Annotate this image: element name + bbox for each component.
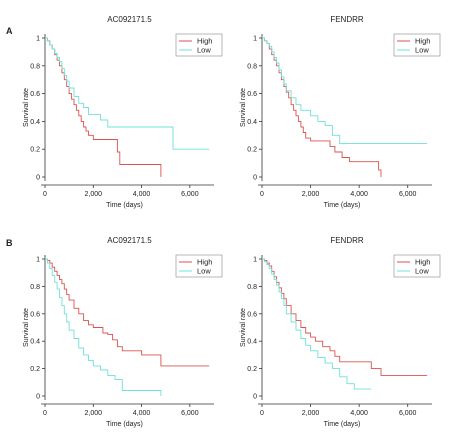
x-tick-label: 0 [43, 191, 47, 198]
y-tick-label: 0.8 [30, 284, 40, 291]
y-tick-label: 0.6 [247, 91, 257, 98]
x-tick-label: 4,000 [133, 410, 151, 417]
series-low-curve [45, 37, 210, 150]
y-axis-label: Survival rate [240, 308, 247, 347]
x-tick-label: 2,000 [85, 191, 103, 198]
x-tick-label: 6,000 [399, 410, 417, 417]
chart-title: FENDRR [330, 236, 364, 245]
x-axis-label: Time (days) [324, 421, 361, 428]
legend-label-high: High [197, 37, 212, 46]
y-tick-label: 0.2 [30, 147, 40, 154]
y-tick-label: 0.4 [247, 119, 257, 126]
y-tick-label: 1 [36, 257, 40, 264]
y-tick-label: 0.6 [30, 311, 40, 318]
y-axis-label: Survival rate [23, 88, 30, 127]
chart-2: FENDRR 0 0.2 0.4 0.6 0.8 1 0 2,000 4,000 6,000 Time… [240, 15, 441, 209]
series-high-curve [45, 37, 162, 177]
y-tick-label: 0.8 [30, 63, 40, 70]
x-tick-label: 4,000 [133, 191, 151, 198]
series-high-curve [45, 258, 210, 367]
y-tick-label: 0 [253, 394, 257, 401]
chart-1: AC092171.5 0 0.2 0.4 0.6 0.8 1 0 2,000 4,000 6,000… [23, 15, 223, 209]
y-tick-label: 0.2 [30, 366, 40, 373]
x-tick-label: 2,000 [302, 410, 320, 417]
legend-label-high: High [415, 258, 430, 267]
legend-label-low: Low [197, 46, 211, 55]
x-axis-label: Time (days) [324, 202, 361, 209]
panel-letter-B: B [6, 238, 13, 248]
legend-label-high: High [415, 37, 430, 46]
x-tick-label: 6,000 [181, 191, 199, 198]
legend-label-low: Low [415, 267, 429, 276]
x-tick-label: 2,000 [85, 410, 103, 417]
y-tick-label: 0.8 [247, 63, 257, 70]
legend-label-high: High [197, 258, 212, 267]
y-axis-label: Survival rate [23, 308, 30, 347]
series-high-curve [262, 37, 382, 177]
chart-title: FENDRR [330, 15, 364, 24]
y-tick-label: 0.6 [30, 91, 40, 98]
x-axis-label: Time (days) [106, 202, 143, 209]
x-tick-label: 0 [260, 191, 264, 198]
y-axis-label: Survival rate [240, 88, 247, 127]
y-tick-label: 0.4 [30, 119, 40, 126]
series-low-curve [45, 258, 162, 396]
y-tick-label: 0.4 [30, 339, 40, 346]
series-high-curve [262, 258, 428, 376]
y-tick-label: 0 [36, 394, 40, 401]
legend-label-low: Low [415, 46, 429, 55]
x-axis-label: Time (days) [106, 421, 143, 428]
y-tick-label: 1 [253, 257, 257, 264]
x-tick-label: 0 [260, 410, 264, 417]
y-tick-label: 0.2 [247, 147, 257, 154]
chart-title: AC092171.5 [107, 15, 152, 24]
y-tick-label: 0 [36, 175, 40, 182]
x-tick-label: 6,000 [399, 191, 417, 198]
y-tick-label: 0 [253, 175, 257, 182]
y-tick-label: 0.8 [247, 284, 257, 291]
chart-title: AC092171.5 [107, 236, 152, 245]
x-tick-label: 2,000 [302, 191, 320, 198]
y-tick-label: 0.2 [247, 366, 257, 373]
y-tick-label: 1 [36, 36, 40, 43]
y-tick-label: 0.4 [247, 339, 257, 346]
x-tick-label: 4,000 [350, 410, 368, 417]
y-tick-label: 1 [253, 36, 257, 43]
legend-label-low: Low [197, 267, 211, 276]
panel-letter-A: A [6, 26, 13, 36]
chart-4: FENDRR 0 0.2 0.4 0.6 0.8 1 0 2,000 4,000 6,000 Time… [240, 236, 441, 428]
y-tick-label: 0.6 [247, 311, 257, 318]
x-tick-label: 6,000 [181, 410, 199, 417]
chart-3: AC092171.5 0 0.2 0.4 0.6 0.8 1 0 2,000 4,000 6,000… [23, 236, 223, 428]
series-low-curve [262, 37, 428, 145]
x-tick-label: 0 [43, 410, 47, 417]
x-tick-label: 4,000 [350, 191, 368, 198]
series-low-curve [262, 258, 372, 390]
